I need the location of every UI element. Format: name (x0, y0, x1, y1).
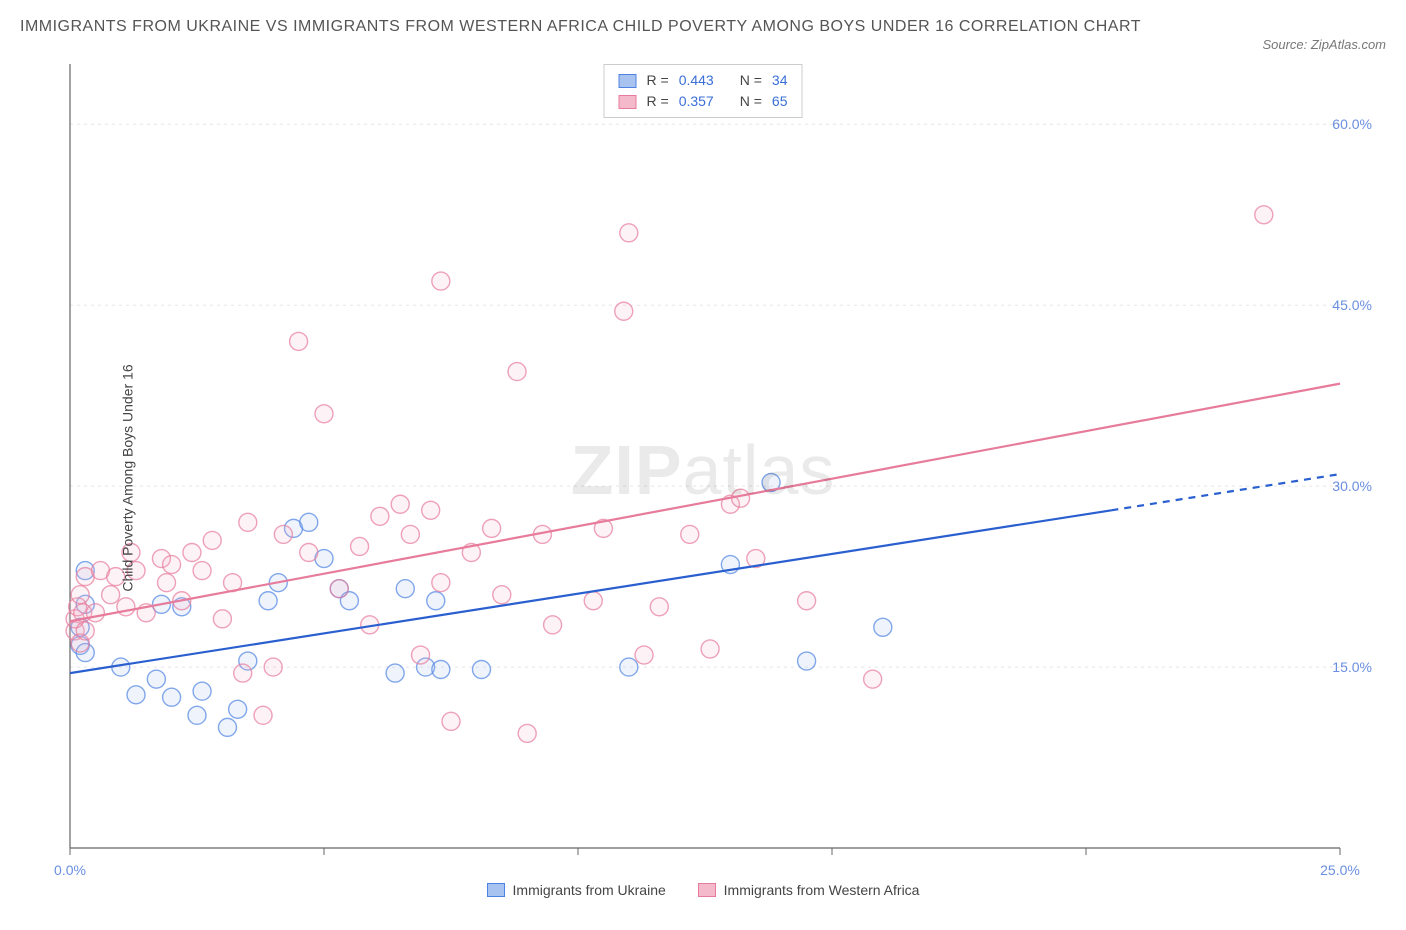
legend-r-value-wafrica: 0.357 (679, 91, 714, 112)
legend-swatch-ukraine (619, 74, 637, 88)
source-label: Source: ZipAtlas.com (1262, 37, 1386, 52)
x-tick-label: 0.0% (54, 862, 86, 878)
scatter-plot-svg (20, 58, 1386, 898)
legend-r-label: R = (647, 91, 669, 112)
legend-n-value-ukraine: 34 (772, 70, 788, 91)
legend-n-value-wafrica: 65 (772, 91, 788, 112)
y-tick-label: 15.0% (1332, 659, 1372, 675)
legend-swatch-ukraine-icon (487, 883, 505, 897)
y-tick-label: 60.0% (1332, 116, 1372, 132)
y-tick-label: 30.0% (1332, 478, 1372, 494)
legend-stats-row-ukraine: R = 0.443 N = 34 (619, 70, 788, 91)
legend-r-label: R = (647, 70, 669, 91)
legend-r-value-ukraine: 0.443 (679, 70, 714, 91)
legend-swatch-wafrica (619, 95, 637, 109)
legend-stats-row-wafrica: R = 0.357 N = 65 (619, 91, 788, 112)
chart-container: Child Poverty Among Boys Under 16 ZIPatl… (20, 58, 1386, 898)
chart-title: IMMIGRANTS FROM UKRAINE VS IMMIGRANTS FR… (20, 15, 1141, 39)
legend-swatch-wafrica-icon (698, 883, 716, 897)
y-axis-label: Child Poverty Among Boys Under 16 (120, 364, 136, 591)
legend-n-label: N = (740, 70, 762, 91)
legend-item-wafrica: Immigrants from Western Africa (698, 882, 920, 898)
legend-label-wafrica: Immigrants from Western Africa (724, 882, 920, 898)
legend-series-bottom: Immigrants from Ukraine Immigrants from … (20, 882, 1386, 900)
legend-label-ukraine: Immigrants from Ukraine (513, 882, 666, 898)
y-tick-label: 45.0% (1332, 297, 1372, 313)
legend-n-label: N = (740, 91, 762, 112)
x-tick-label: 25.0% (1320, 862, 1360, 878)
legend-stats-box: R = 0.443 N = 34 R = 0.357 N = 65 (604, 64, 803, 118)
legend-item-ukraine: Immigrants from Ukraine (487, 882, 666, 898)
